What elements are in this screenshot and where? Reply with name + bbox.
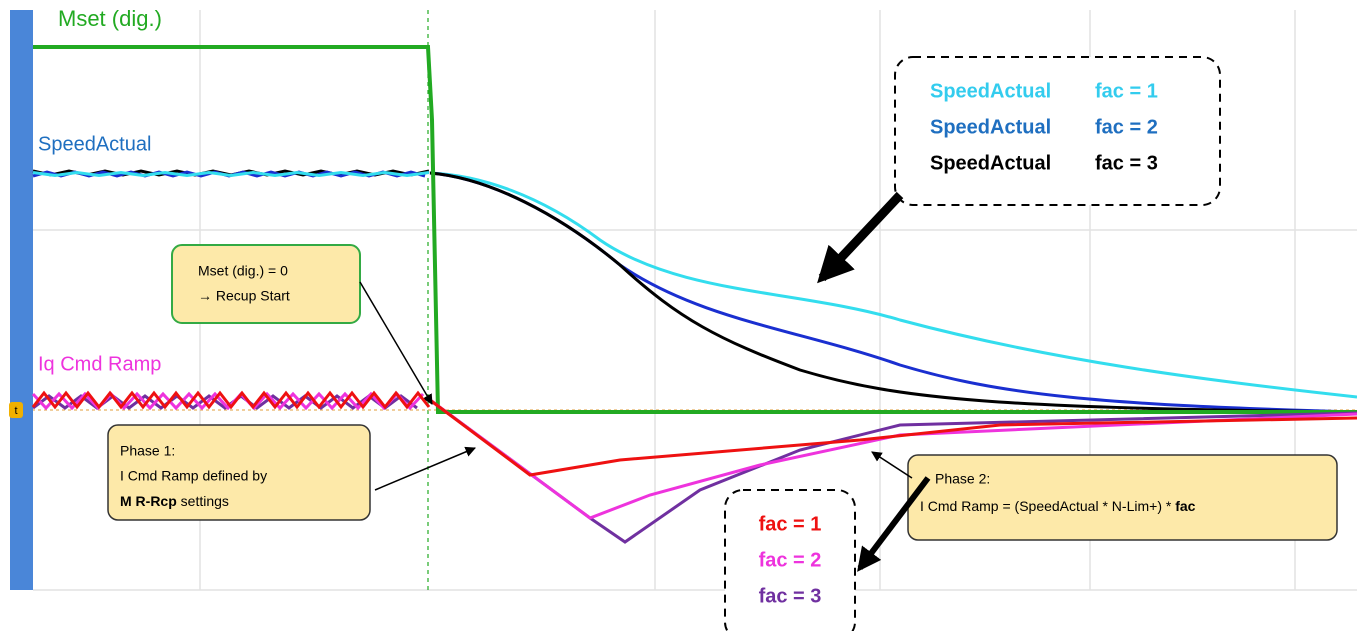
marker-box bbox=[9, 402, 23, 418]
callout-text: Phase 1: bbox=[120, 443, 175, 459]
legend-fac: fac = 2 bbox=[759, 549, 822, 571]
iq-label: Iq Cmd Ramp bbox=[38, 353, 161, 375]
legend-fac: fac = 3 bbox=[1095, 152, 1158, 174]
callout-text: → Recup Start bbox=[198, 288, 290, 304]
legend-name: SpeedActual bbox=[930, 80, 1051, 102]
callout-phase2: Phase 2: I Cmd Ramp = (SpeedActual * N-L… bbox=[907, 454, 1338, 541]
callout-text: Mset (dig.) = 0 bbox=[198, 263, 288, 279]
arrow bbox=[817, 191, 904, 284]
legend-fac: fac = 1 bbox=[1095, 80, 1158, 102]
bold-text: fac bbox=[1175, 498, 1195, 514]
iq-legend-box bbox=[724, 489, 856, 631]
arrow bbox=[359, 281, 433, 405]
legend-fac: fac = 3 bbox=[759, 585, 822, 607]
legend-name: SpeedActual bbox=[930, 116, 1051, 138]
traces bbox=[33, 45, 1357, 544]
legend-fac: fac = 1 bbox=[759, 513, 822, 535]
speed-legend-box bbox=[894, 56, 1221, 206]
arrow bbox=[374, 446, 476, 491]
text: settings bbox=[181, 493, 229, 509]
noise-traces bbox=[31, 169, 431, 411]
callout-text: I Cmd Ramp = (SpeedActual * N-Lim+) * fa… bbox=[920, 498, 1196, 514]
arrow bbox=[857, 476, 931, 572]
bold-text: M R-Rcp bbox=[120, 493, 177, 509]
side-bar bbox=[10, 10, 33, 590]
speed-legend: SpeedActual fac = 1 SpeedActual fac = 2 Spee… bbox=[930, 80, 1158, 174]
callout-text: M R-Rcp settings bbox=[120, 493, 229, 509]
callout-start: Mset (dig.) = 0 → Recup Start bbox=[171, 244, 361, 324]
callout-text: I Cmd Ramp defined by bbox=[120, 468, 267, 484]
speed-label: SpeedActual bbox=[38, 133, 151, 155]
iq-legend: fac = 1 fac = 2 fac = 3 bbox=[759, 513, 822, 607]
mset-label: Mset (dig.) bbox=[58, 6, 162, 31]
legend-name: SpeedActual bbox=[930, 152, 1051, 174]
callout-phase1: Phase 1: I Cmd Ramp defined by M R-Rcp s… bbox=[107, 424, 371, 521]
arrow bbox=[871, 451, 913, 479]
legend-fac: fac = 2 bbox=[1095, 116, 1158, 138]
iq-noise bbox=[31, 390, 431, 410]
callout-text: Phase 2: bbox=[935, 471, 990, 487]
marker: t bbox=[14, 405, 17, 417]
speed-noise bbox=[32, 170, 430, 178]
text: I Cmd Ramp = (SpeedActual * N-Lim+) * bbox=[920, 498, 1172, 514]
